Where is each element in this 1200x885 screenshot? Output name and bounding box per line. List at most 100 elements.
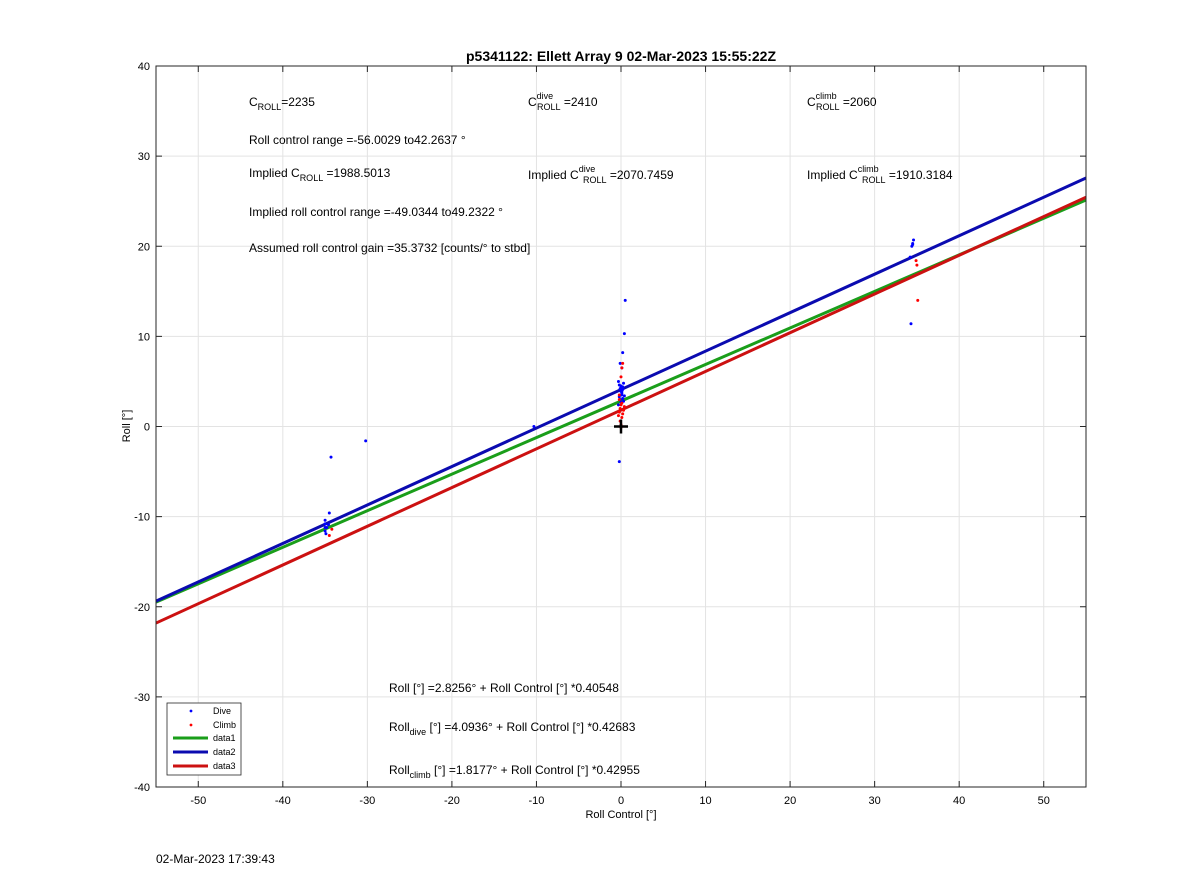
climb-point — [621, 412, 625, 416]
fit-climb-rest: [°] =1.8177° + Roll Control [°] *0.42955 — [431, 763, 641, 777]
y-tick-label: -20 — [134, 602, 150, 614]
climb-point — [622, 408, 626, 412]
x-tick-label: -10 — [529, 795, 545, 807]
climb-point — [327, 534, 331, 538]
fit-equation-all: Roll [°] =2.8256° + Roll Control [°] *0.… — [389, 681, 619, 695]
x-tick-label: -50 — [190, 795, 206, 807]
y-tick-label: 20 — [138, 241, 150, 253]
roll-control-range-text: Roll control range =-56.0029 to42.2637 ° — [249, 133, 466, 147]
plot-border — [155, 65, 1087, 788]
legend-dive-label: Dive — [213, 706, 231, 716]
y-tick-label: 40 — [138, 61, 150, 73]
climb-point — [621, 361, 625, 365]
data-points — [323, 238, 920, 538]
c-roll-climb-value: =2060 — [840, 95, 877, 109]
c-roll-value: =2235 — [281, 95, 315, 109]
implied-c-roll-climb-prefix: Implied C — [807, 168, 858, 182]
dive-point — [619, 384, 623, 388]
fit-equation-dive: Rolldive [°] =4.0936° + Roll Control [°]… — [389, 720, 636, 737]
x-tick-label: 0 — [618, 795, 624, 807]
climb-point — [619, 375, 623, 379]
implied-c-roll-dive-prefix: Implied C — [528, 168, 579, 182]
implied-c-roll-dive-sub: ROLL — [583, 175, 607, 185]
implied-c-roll-climb-sup: climb — [858, 164, 879, 174]
dive-point — [327, 511, 331, 515]
legend-data3-label: data3 — [213, 761, 236, 771]
c-roll-climb-base: C — [807, 95, 816, 109]
implied-roll-range-text: Implied roll control range =-49.0344 to4… — [249, 205, 503, 219]
implied-c-roll-climb-annotation: Implied Cclimb ROLL =1910.3184 — [807, 164, 953, 185]
fit-climb-sub: climb — [410, 770, 431, 780]
timestamp-footer: 02-Mar-2023 17:39:43 — [156, 852, 275, 866]
c-roll-dive-sup: dive — [537, 91, 554, 101]
y-tick-label: 10 — [138, 331, 150, 343]
y-tick-label: -30 — [134, 692, 150, 704]
dive-point — [324, 532, 328, 536]
c-roll-sub: ROLL — [258, 102, 282, 112]
dive-point — [617, 460, 621, 464]
y-tick-label: 0 — [144, 422, 150, 434]
y-tick-label: -10 — [134, 512, 150, 524]
fit-climb-prefix: Roll — [389, 763, 410, 777]
legend-data2-label: data2 — [213, 747, 236, 757]
implied-c-roll-sub: ROLL — [300, 173, 324, 183]
dive-point — [323, 529, 327, 533]
climb-point — [620, 366, 624, 370]
x-axis-ticks: -50 -40 -30 -20 -10 0 10 20 30 40 50 — [190, 66, 1050, 807]
climb-point — [914, 259, 918, 263]
x-tick-label: -20 — [444, 795, 460, 807]
legend: Dive Climb data1 data2 data3 — [166, 702, 242, 776]
c-roll-base: C — [249, 95, 258, 109]
x-tick-label: 40 — [953, 795, 965, 807]
chart-title: p5341122: Ellett Array 9 02-Mar-2023 15:… — [466, 48, 776, 64]
x-tick-label: 30 — [869, 795, 881, 807]
implied-c-roll-climb-value: =1910.3184 — [886, 168, 953, 182]
c-roll-dive-base: C — [528, 95, 537, 109]
fit-line-data3 — [155, 195, 1087, 625]
dive-point — [323, 522, 327, 526]
y-tick-label: -40 — [134, 782, 150, 794]
dive-point — [621, 397, 625, 401]
climb-point — [330, 527, 334, 531]
climb-point — [617, 410, 621, 414]
fit-equation-climb: Rollclimb [°] =1.8177° + Roll Control [°… — [389, 763, 640, 780]
x-axis-label: Roll Control [°] — [585, 809, 656, 821]
dive-point — [620, 389, 624, 393]
dive-point — [325, 525, 329, 529]
dive-point — [616, 379, 620, 383]
climb-point — [915, 263, 919, 267]
y-axis-ticks: -40 -30 -20 -10 0 10 20 30 40 — [134, 61, 1086, 794]
x-tick-label: 10 — [699, 795, 711, 807]
fit-dive-rest: [°] =4.0936° + Roll Control [°] *0.42683 — [426, 720, 636, 734]
climb-point — [620, 415, 624, 419]
x-tick-label: 50 — [1038, 795, 1050, 807]
c-roll-dive-annotation: Cdive ROLL =2410 — [528, 91, 598, 112]
y-axis-label: Roll [°] — [121, 410, 133, 443]
climb-point — [620, 401, 624, 405]
implied-c-roll-annotation: Implied CROLL =1988.5013 — [249, 166, 391, 183]
dive-point — [323, 518, 327, 522]
assumed-gain-text: Assumed roll control gain =35.3732 [coun… — [249, 241, 530, 255]
x-tick-label: -30 — [359, 795, 375, 807]
c-roll-climb-sub: ROLL — [816, 102, 840, 112]
dive-point — [329, 455, 333, 459]
legend-climb-label: Climb — [213, 720, 236, 730]
c-roll-dive-sub: ROLL — [537, 102, 561, 112]
dive-point — [364, 439, 368, 443]
dive-point — [616, 403, 620, 407]
legend-climb-marker — [189, 723, 193, 727]
x-tick-label: 20 — [784, 795, 796, 807]
implied-c-roll-prefix: Implied C — [249, 166, 300, 180]
origin-marker — [614, 419, 628, 434]
dive-point — [622, 381, 626, 385]
climb-point — [622, 405, 626, 409]
climb-point — [616, 414, 620, 418]
dive-point — [532, 425, 536, 428]
climb-point — [618, 406, 622, 410]
c-roll-dive-value: =2410 — [561, 95, 598, 109]
implied-c-roll-dive-value: =2070.7459 — [607, 168, 674, 182]
implied-c-roll-climb-sub: ROLL — [862, 175, 886, 185]
implied-c-roll-dive-sup: dive — [579, 164, 596, 174]
climb-point — [916, 298, 920, 302]
implied-c-roll-value: =1988.5013 — [323, 166, 390, 180]
